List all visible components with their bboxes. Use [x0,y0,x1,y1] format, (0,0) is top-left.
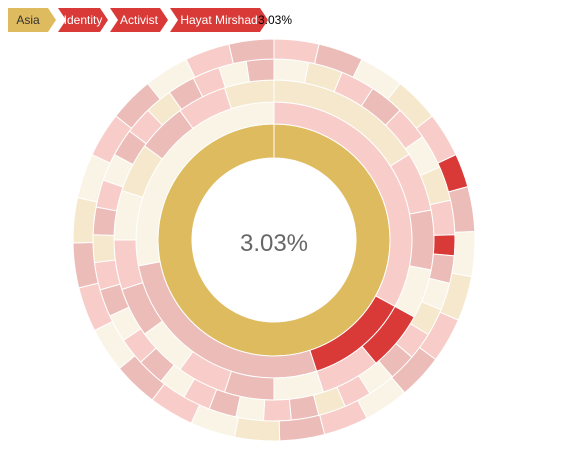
breadcrumb-item-0[interactable]: Asia [8,8,56,32]
breadcrumb-label-0: Asia [16,13,40,27]
center-percentage: 3.03% [240,230,308,257]
sunburst-ring-3-segment-18[interactable] [262,398,292,422]
breadcrumb: Asia Identity Activist Hayat Mirshad 3.03% [8,8,292,32]
breadcrumb-item-2[interactable]: Activist [110,8,168,32]
sunburst-ring-4-segment-7[interactable] [451,230,476,278]
breadcrumb-item-3[interactable]: Hayat Mirshad [170,8,268,32]
sunburst-ring-2-segment-2[interactable] [408,209,435,271]
sunburst-ring-3-segment-29[interactable] [92,206,118,236]
sunburst-ring-3-segment-8[interactable] [432,234,456,257]
breadcrumb-shape-3 [170,8,268,32]
sunburst-ring-3-segment-19[interactable] [235,395,266,422]
breadcrumb-shape-2 [110,8,168,32]
sunburst-ring-4-segment-14[interactable] [233,416,281,442]
sunburst-ring-3-segment-38[interactable] [245,58,275,83]
breadcrumb-label-3: Hayat Mirshad [180,13,257,27]
breadcrumb-item-1[interactable]: Identity [58,8,108,32]
sunburst-ring-4-segment-27[interactable] [228,38,275,65]
sunburst-ring-3-segment-0[interactable] [273,58,310,84]
breadcrumb-label-2: Activist [120,13,159,27]
sunburst-ring-4-segment-21[interactable] [72,197,98,244]
sunburst-ring-3-segment-28[interactable] [92,234,116,264]
breadcrumb-shape-0 [8,8,56,32]
breadcrumb-label-1: Identity [64,13,103,27]
breadcrumb-percentage: 3.03% [258,13,292,27]
breadcrumb-items: Asia Identity Activist Hayat Mirshad [8,8,268,32]
sunburst-arcs [72,38,476,442]
breadcrumb-shape-1 [58,8,108,32]
